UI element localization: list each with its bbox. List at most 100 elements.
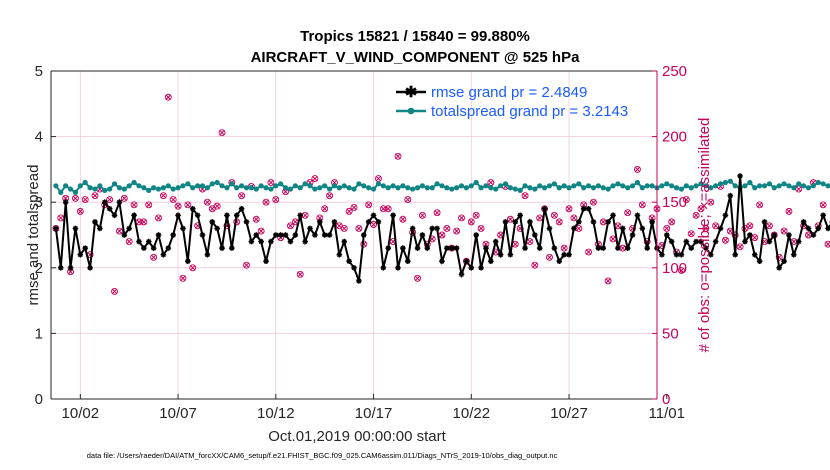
rmse-point <box>424 245 431 251</box>
totalspread-point <box>761 183 768 189</box>
obs-assimilated-marker <box>576 225 582 232</box>
totalspread-point <box>541 185 548 191</box>
obs-possible-marker <box>145 201 153 209</box>
obs-assimilated-marker <box>317 215 323 221</box>
rmse-point <box>703 245 709 251</box>
totalspread-point <box>199 183 206 189</box>
obs-possible-marker <box>155 214 162 222</box>
obs-assimilated-marker <box>111 288 118 295</box>
obs-assimilated-marker <box>649 215 655 221</box>
obs-possible-marker <box>218 129 226 137</box>
rmse-point <box>673 251 680 258</box>
obs-assimilated-marker <box>346 208 352 215</box>
y-tick-label: 1 <box>35 325 43 342</box>
totalspread-point <box>219 183 225 189</box>
rmse-point <box>268 238 274 245</box>
obs-assimilated-marker <box>400 216 406 223</box>
totalspread-point <box>302 181 308 187</box>
obs-possible-marker <box>106 196 114 204</box>
obs-assimilated-marker <box>356 225 362 232</box>
rmse-point <box>341 238 348 245</box>
totalspread-point <box>195 183 201 189</box>
rmse-point <box>512 219 519 225</box>
x-tick-label: 10/22 <box>453 405 491 422</box>
rmse-point <box>53 225 59 232</box>
rmse-point <box>258 238 264 245</box>
rmse-point <box>800 219 807 225</box>
obs-assimilated-marker <box>375 175 382 182</box>
totalspread-point <box>214 179 220 186</box>
obs-assimilated-marker <box>488 179 494 186</box>
rmse-point <box>473 232 479 238</box>
chart-title: Tropics 15821 / 15840 = 99.880% <box>300 28 530 45</box>
obs-assimilated-marker <box>380 206 387 212</box>
obs-assimilated-marker <box>600 219 606 225</box>
obs-possible-marker <box>585 248 593 256</box>
obs-assimilated-marker <box>238 192 245 199</box>
totalspread-point <box>546 183 553 189</box>
totalspread-point <box>385 185 391 191</box>
obs-assimilated-marker <box>522 192 528 199</box>
totalspread-point <box>131 179 137 186</box>
totalspread-point <box>366 185 372 191</box>
rmse-point <box>517 212 523 219</box>
obs-assimilated-marker <box>615 223 621 229</box>
totalspread-point <box>160 185 167 191</box>
obs-assimilated-marker <box>698 206 704 212</box>
totalspread-point <box>317 185 323 191</box>
obs-assimilated-marker <box>419 212 426 219</box>
totalspread-point <box>97 183 103 189</box>
obs-possible-marker <box>731 231 739 239</box>
totalspread-point <box>678 186 685 192</box>
totalspread-point <box>224 185 230 191</box>
totalspread-point <box>815 179 821 186</box>
obs-assimilated-marker <box>620 245 626 251</box>
totalspread-point <box>517 187 523 193</box>
rmse-point <box>693 238 699 245</box>
obs-assimilated-marker <box>556 219 563 225</box>
x-tick-label: 10/27 <box>550 405 588 422</box>
x-tick-label: 10/17 <box>355 405 393 422</box>
totalspread-point <box>190 185 196 191</box>
rmse-point <box>419 232 426 238</box>
y-tick-label: 5 <box>35 63 43 80</box>
totalspread-point <box>297 185 303 191</box>
obs-assimilated-marker <box>106 196 113 203</box>
rmse-point <box>541 205 548 212</box>
totalspread-point <box>801 183 807 189</box>
obs-assimilated-marker <box>693 212 699 219</box>
obs-assimilated-marker <box>434 209 440 216</box>
obs-possible-marker <box>565 205 573 213</box>
obs-possible-marker <box>120 194 128 202</box>
rmse-point <box>282 232 289 238</box>
rmse-point <box>273 232 279 238</box>
obs-possible-marker <box>262 198 270 206</box>
rmse-point <box>189 205 196 212</box>
obs-possible-marker <box>458 214 465 222</box>
rmse-point <box>576 219 582 225</box>
rmse-point <box>87 265 93 271</box>
totalspread-point <box>498 183 504 189</box>
obs-possible-marker <box>721 236 729 244</box>
rmse-point <box>791 251 797 258</box>
obs-possible-marker <box>223 222 231 230</box>
totalspread-point <box>747 179 753 186</box>
rmse-point <box>698 238 704 245</box>
obs-assimilated-marker <box>546 254 553 261</box>
obs-possible-marker <box>472 211 480 219</box>
totalspread-point <box>111 181 118 187</box>
obs-assimilated-marker <box>624 209 631 216</box>
obs-possible-marker <box>824 240 830 248</box>
rmse-point <box>536 245 543 251</box>
totalspread-point <box>77 183 83 189</box>
totalspread-point <box>454 185 460 191</box>
obs-possible-marker <box>252 215 260 223</box>
obs-possible-marker <box>203 198 211 206</box>
totalspread-point <box>92 186 98 192</box>
rmse-point <box>771 232 778 238</box>
totalspread-point <box>502 181 509 187</box>
rmse-point <box>458 271 465 278</box>
obs-possible-marker <box>164 93 172 101</box>
rmse-point <box>786 232 792 238</box>
